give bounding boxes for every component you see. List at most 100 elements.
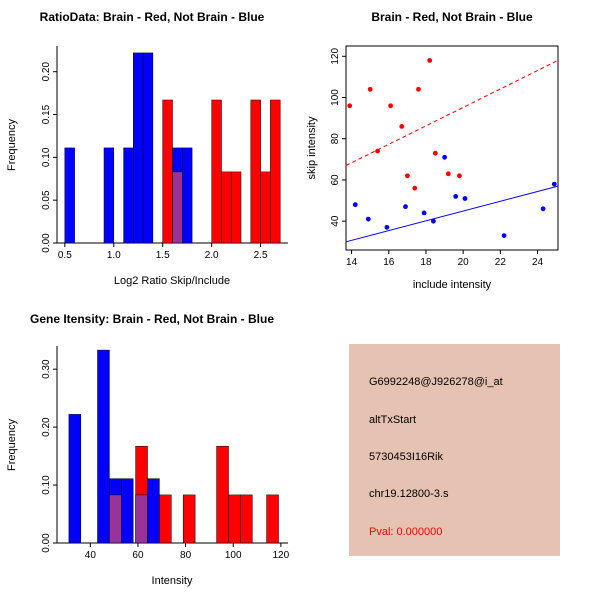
scatter-point-red — [432, 150, 438, 156]
scatter-point-blue — [352, 202, 358, 208]
hist-bar-blue — [133, 52, 144, 244]
pval-text: Pval: 0.000000 — [369, 526, 443, 538]
ratio-hist-title: RatioData: Brain - Red, Not Brain - Blue — [40, 10, 265, 24]
x-tick-label: 24 — [532, 257, 544, 268]
scatter-point-red — [445, 171, 451, 177]
y-tick-label: 0.10 — [41, 147, 52, 167]
hist-bar-blue — [147, 478, 160, 544]
hist-bar-red — [211, 99, 222, 244]
hist-bar-red — [270, 99, 281, 244]
y-tick-label: 40 — [330, 215, 341, 227]
scatter-point-red — [375, 148, 380, 154]
hist-bar-red — [159, 494, 172, 544]
x-tick-label: 0.5 — [58, 250, 72, 261]
gene-hist-plot-area: 40 60 80 100 120 0.00 0.10 0.20 0.30 — [41, 346, 290, 561]
plot-box — [345, 45, 559, 251]
x-tick-label: 22 — [495, 257, 507, 268]
scatter-point-red — [367, 86, 373, 92]
y-tick-label: 0.00 — [41, 533, 52, 553]
hist-bar-red — [230, 171, 242, 244]
hist-bar-blue — [103, 147, 115, 244]
y-tick-label: 0.00 — [41, 233, 52, 253]
scatter-point-red — [416, 86, 421, 92]
panel-intensity-scatter: Brain - Red, Not Brain - Blue include in… — [306, 10, 559, 291]
gene-hist-title: Gene Itensity: Brain - Red, Not Brain - … — [30, 312, 274, 326]
x-tick-label: 1.5 — [156, 250, 170, 261]
hist-bar-blue — [68, 414, 82, 544]
hist-bar-red — [250, 99, 261, 244]
x-tick-label: 2.0 — [205, 250, 219, 261]
y-tick-label: 0.05 — [41, 190, 52, 210]
hist-bar-red — [266, 494, 279, 544]
scatter-point-blue — [540, 206, 546, 212]
scatter-point-blue — [365, 216, 371, 222]
hist-bar-purple — [172, 171, 183, 244]
x-tick-label: 2.5 — [254, 250, 268, 261]
x-tick-label: 100 — [225, 550, 242, 561]
scatter-xlabel: include intensity — [413, 279, 492, 291]
scatter-point-blue — [384, 224, 390, 230]
x-tick-label: 14 — [346, 257, 358, 268]
y-tick-label: 0.30 — [41, 359, 52, 379]
gene-symbol-text: 5730453I16Rik — [369, 451, 444, 463]
hist-bar-blue — [97, 349, 110, 544]
scatter-point-red — [427, 58, 433, 63]
ratio-hist-xlabel: Log2 Ratio Skip/Include — [114, 275, 230, 287]
gene-hist-xlabel: Intensity — [152, 575, 193, 587]
x-tick-label: 40 — [85, 550, 97, 561]
y-tick-label: 60 — [330, 174, 341, 186]
x-tick-label: 80 — [180, 550, 192, 561]
hist-bar-blue — [123, 147, 134, 244]
scatter-point-red — [347, 103, 353, 109]
scatter-point-red — [457, 173, 462, 179]
y-tick-label: 80 — [330, 133, 341, 145]
scatter-plot-area: 14 16 18 20 22 24 40 60 80 100 120 — [330, 45, 559, 268]
scatter-title: Brain - Red, Not Brain - Blue — [371, 10, 533, 24]
scatter-point-blue — [431, 218, 436, 224]
y-tick-label: 0.20 — [41, 417, 52, 437]
hist-bar-purple — [135, 494, 148, 544]
hist-bar-red — [240, 494, 253, 544]
hist-bar-red — [221, 171, 232, 244]
locus-text: chr19.12800-3.s — [369, 488, 449, 500]
x-tick-label: 16 — [383, 257, 395, 268]
y-tick-label: 0.20 — [41, 62, 52, 82]
scatter-point-blue — [403, 204, 408, 210]
x-tick-label: 60 — [132, 550, 144, 561]
y-tick-label: 0.15 — [41, 104, 52, 124]
panel-ratio-histogram: RatioData: Brain - Red, Not Brain - Blue… — [6, 10, 288, 287]
scatter-point-blue — [442, 154, 447, 160]
hist-bar-blue — [182, 147, 193, 244]
fit-line-blue — [345, 185, 559, 243]
hist-bar-red — [182, 494, 196, 544]
y-tick-label: 100 — [330, 89, 341, 106]
hist-bar-blue — [121, 478, 134, 544]
gene-info-panel: G6992248@J926278@i_at altTxStart 5730453… — [349, 344, 560, 556]
scatter-ylabel: skip intensity — [306, 116, 318, 179]
gene-hist-ylabel: Frequency — [6, 419, 18, 471]
ratio-hist-ylabel: Frequency — [6, 119, 18, 171]
hist-bar-blue — [142, 52, 154, 244]
scatter-point-blue — [453, 194, 459, 199]
scatter-point-red — [412, 185, 418, 191]
x-tick-label: 18 — [420, 257, 432, 268]
hist-bar-red — [228, 494, 241, 544]
scatter-point-blue — [421, 210, 427, 216]
hist-bar-red — [260, 171, 271, 244]
scatter-point-blue — [462, 196, 468, 201]
event-type-text: altTxStart — [369, 414, 417, 426]
y-tick-label: 120 — [330, 48, 341, 65]
y-tick-label: 0.10 — [41, 475, 52, 495]
scatter-point-blue — [501, 233, 507, 239]
probe-id-text: G6992248@J926278@i_at — [369, 376, 503, 388]
x-tick-label: 120 — [273, 550, 290, 561]
x-tick-label: 20 — [458, 257, 470, 268]
hist-bar-red — [162, 99, 173, 244]
x-tick-label: 1.0 — [107, 250, 121, 261]
hist-bar-blue — [64, 147, 75, 244]
scatter-point-red — [405, 173, 410, 179]
hist-bar-red — [216, 445, 229, 544]
scatter-point-red — [388, 103, 393, 109]
scatter-point-red — [399, 124, 405, 129]
